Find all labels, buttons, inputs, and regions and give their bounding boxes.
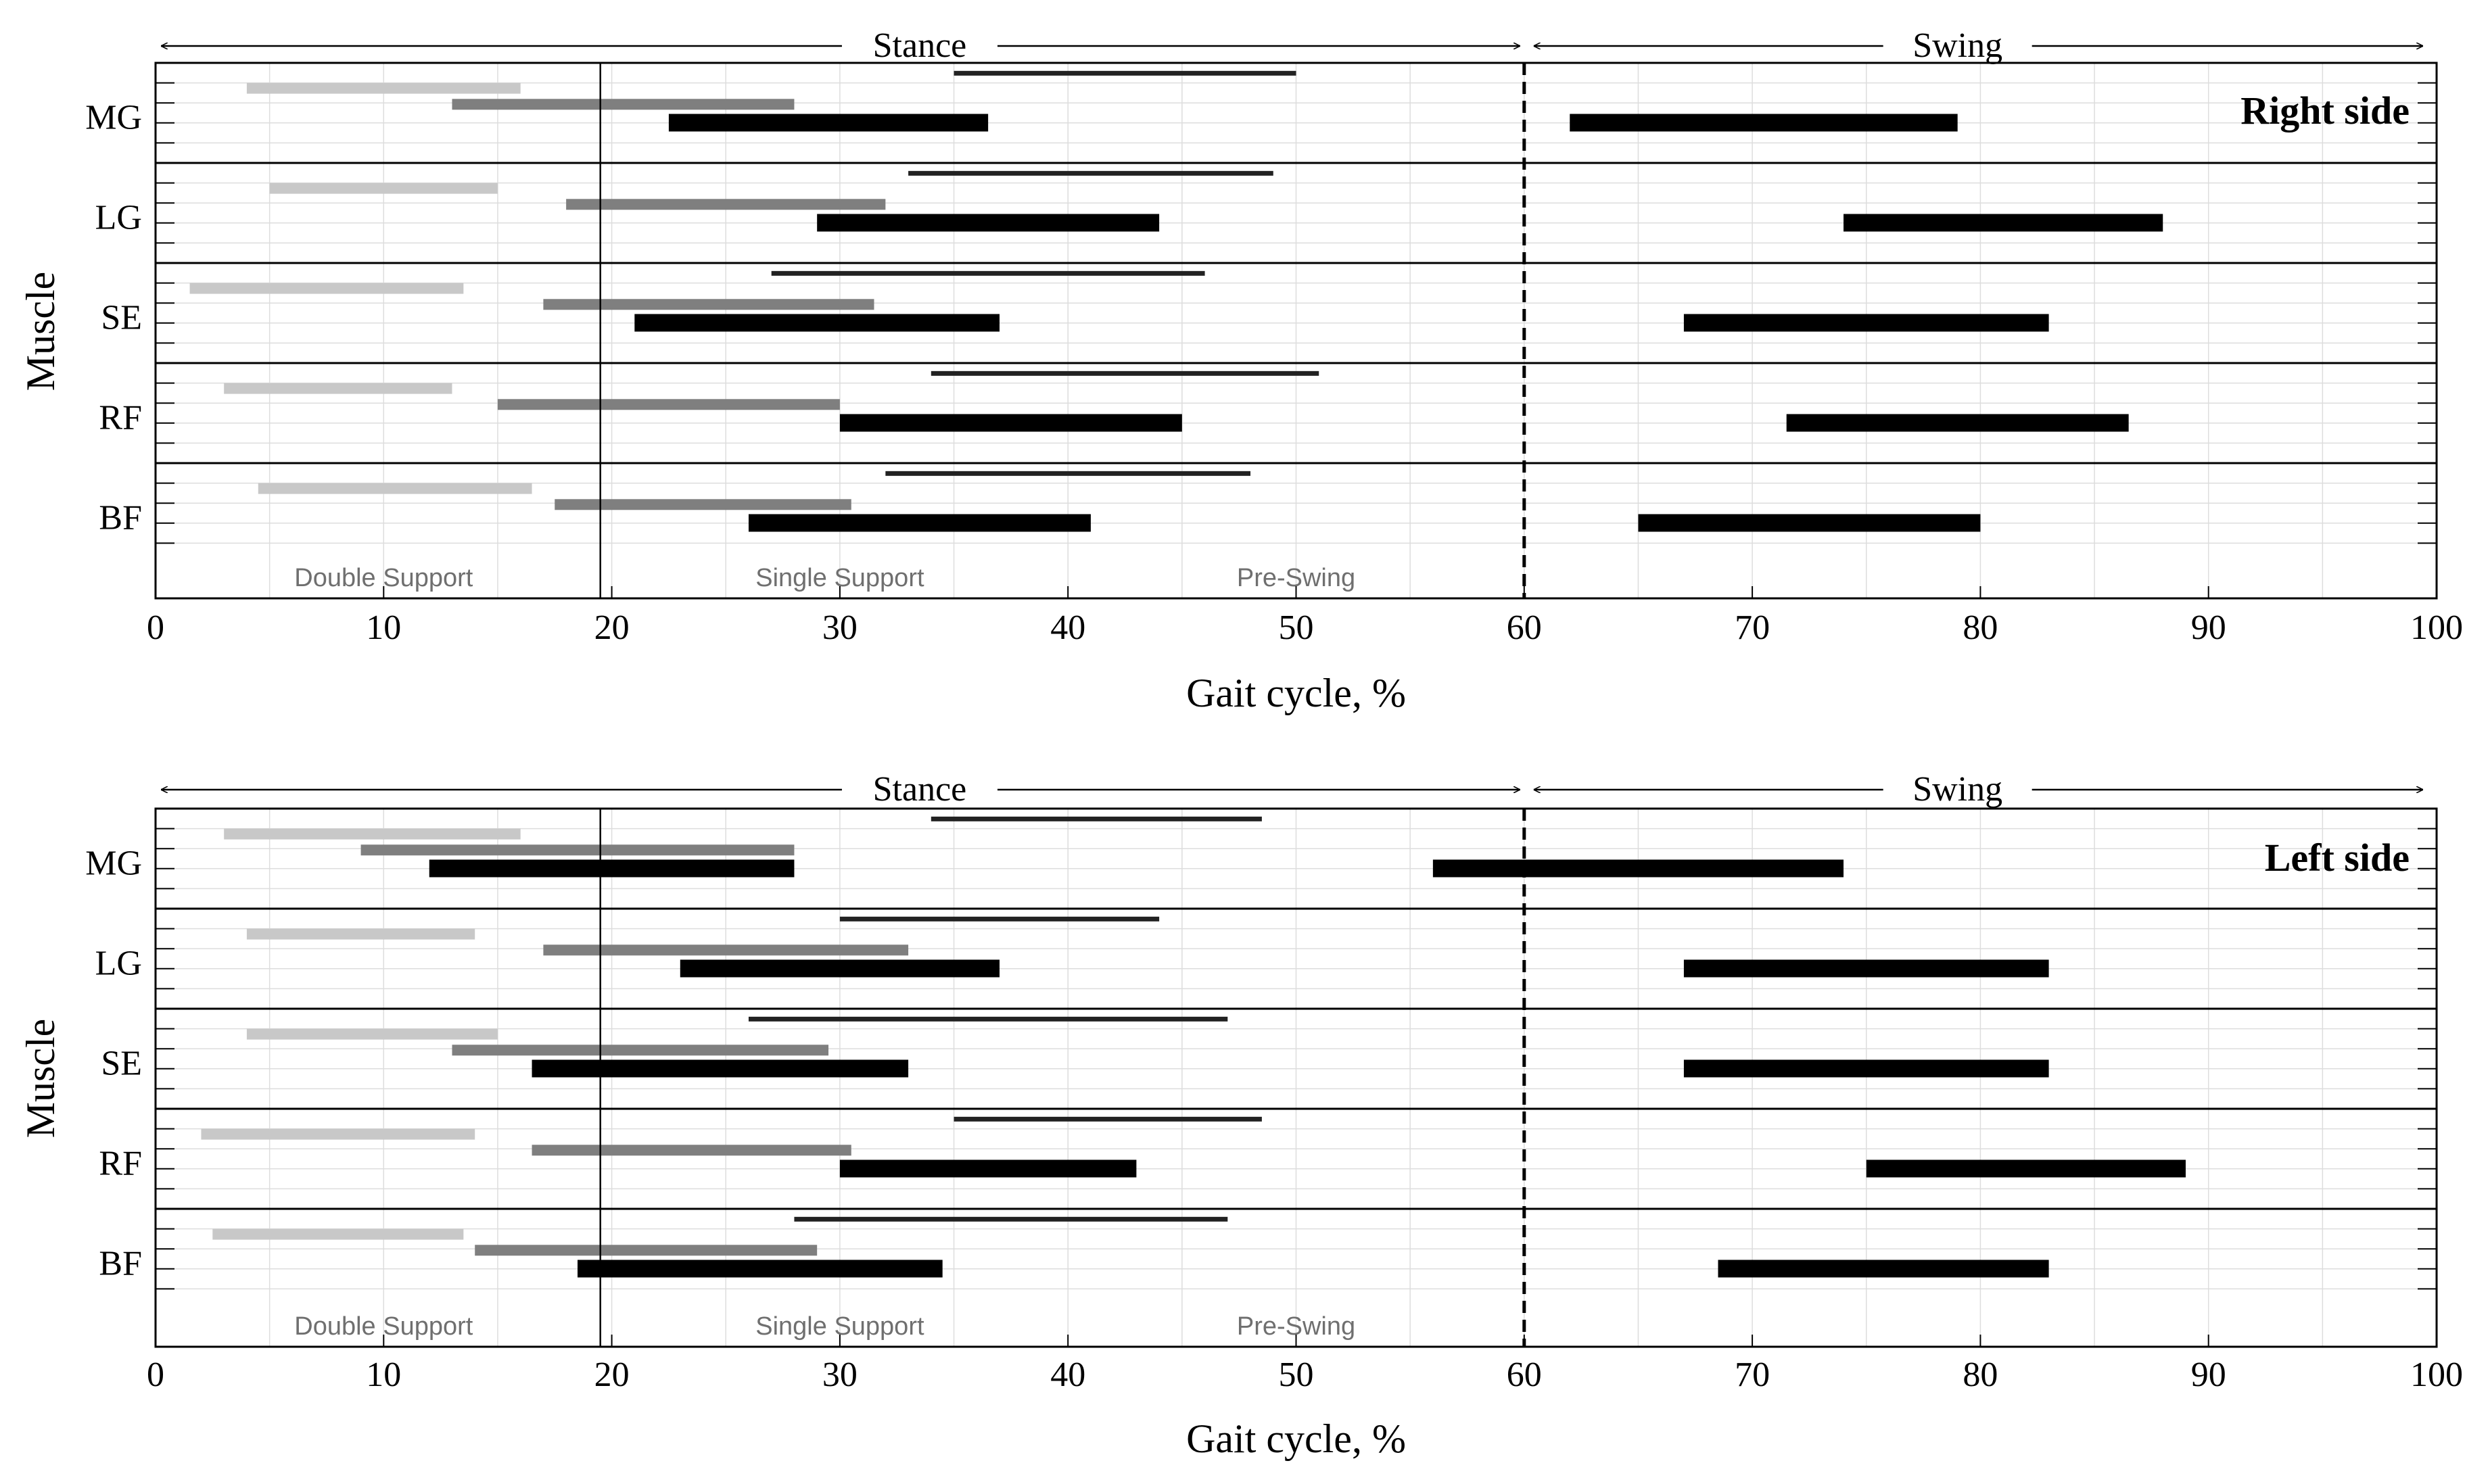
activation-bar-thick-bf xyxy=(578,1260,943,1278)
activation-bar-light-se xyxy=(246,1028,498,1040)
x-tick-label: 90 xyxy=(2191,1356,2226,1394)
activation-bar-mid-lg xyxy=(543,944,909,956)
activation-bar-light-bf xyxy=(212,1228,464,1240)
x-tick-label: 60 xyxy=(1507,608,1542,647)
x-tick-label: 0 xyxy=(147,1356,164,1394)
activation-bar-thin-lg xyxy=(839,916,1160,921)
activation-bar-mid-mg xyxy=(360,844,795,856)
y-axis-label: Muscle xyxy=(18,1019,63,1139)
activation-bar-light-lg xyxy=(246,928,475,940)
activation-bar-thick-bf xyxy=(1718,1260,2049,1278)
activation-bar-thin-bf xyxy=(885,471,1251,476)
x-tick-label: 60 xyxy=(1507,1356,1542,1394)
activation-bar-thin-rf xyxy=(954,1116,1262,1122)
activation-bar-thick-se xyxy=(1683,1059,2049,1078)
activation-bar-thin-mg xyxy=(954,70,1296,76)
x-tick-label: 90 xyxy=(2191,608,2226,647)
activation-bar-thick-mg xyxy=(1432,859,1844,878)
x-tick-label: 70 xyxy=(1735,1356,1770,1394)
x-tick-label: 30 xyxy=(822,1356,858,1394)
activation-bar-thick-bf xyxy=(748,514,1091,532)
activation-bar-thin-lg xyxy=(908,170,1273,176)
x-tick-label: 50 xyxy=(1279,608,1314,647)
activation-bar-thick-se xyxy=(532,1059,909,1078)
activation-bar-thick-rf xyxy=(1866,1159,2186,1178)
side-label: Right side xyxy=(2240,89,2410,133)
muscle-label-rf: RF xyxy=(99,1144,142,1182)
x-axis-label: Gait cycle, % xyxy=(1186,1416,1406,1461)
activation-bar-thick-lg xyxy=(817,214,1160,232)
left-side-panel: Double Support Single Support Pre-SwingMGL… xyxy=(18,770,2463,1461)
activation-bar-thick-mg xyxy=(1570,114,1958,132)
activation-bar-thick-bf xyxy=(1638,514,1981,532)
x-tick-label: 40 xyxy=(1050,608,1085,647)
right-side-panel: Double Support Single Support Pre-SwingMGL… xyxy=(18,26,2463,715)
activation-bar-thin-se xyxy=(748,1016,1228,1022)
activation-bar-thick-rf xyxy=(839,1159,1137,1178)
activation-bar-thick-lg xyxy=(680,959,1000,978)
x-tick-label: 100 xyxy=(2410,608,2463,647)
activation-bar-mid-mg xyxy=(452,99,795,110)
x-tick-label: 70 xyxy=(1735,608,1770,647)
activation-bar-mid-rf xyxy=(497,399,840,410)
activation-bar-light-se xyxy=(189,283,464,294)
activation-bar-light-mg xyxy=(224,828,521,840)
x-tick-label: 80 xyxy=(1963,1356,1998,1394)
activation-bar-thin-mg xyxy=(931,816,1262,821)
muscle-label-se: SE xyxy=(101,1044,142,1082)
x-tick-label: 0 xyxy=(147,608,164,647)
muscle-label-lg: LG xyxy=(95,198,142,237)
x-tick-label: 10 xyxy=(366,608,401,647)
activation-bar-thick-mg xyxy=(668,114,989,132)
activation-bar-thin-rf xyxy=(931,370,1319,376)
activation-bar-light-bf xyxy=(258,483,532,494)
activation-bar-light-rf xyxy=(201,1128,475,1140)
activation-bar-thick-se xyxy=(1683,314,2049,332)
x-tick-label: 40 xyxy=(1050,1356,1085,1394)
muscle-label-bf: BF xyxy=(99,498,142,537)
y-axis-label: Muscle xyxy=(18,272,63,391)
side-label: Left side xyxy=(2265,836,2410,880)
muscle-label-lg: LG xyxy=(95,944,142,982)
x-tick-label: 20 xyxy=(594,608,630,647)
activation-bar-thick-rf xyxy=(1786,414,2129,432)
x-tick-label: 10 xyxy=(366,1356,401,1394)
x-tick-label: 30 xyxy=(822,608,858,647)
stance-label: Stance xyxy=(873,770,967,809)
activation-bar-mid-rf xyxy=(532,1145,851,1156)
activation-bar-light-rf xyxy=(224,383,452,394)
activation-bar-thick-lg xyxy=(1844,214,2163,232)
muscle-label-mg: MG xyxy=(85,844,142,882)
activation-bar-mid-se xyxy=(543,299,874,310)
activation-bar-thin-bf xyxy=(794,1216,1228,1222)
activation-bar-thick-lg xyxy=(1683,959,2049,978)
activation-bar-thin-se xyxy=(771,270,1205,276)
x-tick-label: 100 xyxy=(2410,1356,2463,1394)
activation-bar-thick-rf xyxy=(839,414,1182,432)
activation-bar-mid-se xyxy=(452,1045,829,1056)
activation-bar-mid-bf xyxy=(475,1245,818,1256)
muscle-label-rf: RF xyxy=(99,398,142,437)
activation-bar-light-lg xyxy=(269,183,498,194)
x-tick-label: 20 xyxy=(594,1356,630,1394)
activation-bar-thick-se xyxy=(634,314,1000,332)
x-tick-label: 50 xyxy=(1279,1356,1314,1394)
swing-label: Swing xyxy=(1912,770,2002,809)
muscle-label-mg: MG xyxy=(85,98,142,137)
swing-label: Swing xyxy=(1912,26,2002,65)
stance-label: Stance xyxy=(873,26,967,65)
muscle-label-bf: BF xyxy=(99,1244,142,1283)
x-axis-label: Gait cycle, % xyxy=(1186,671,1406,715)
activation-bar-thick-mg xyxy=(429,859,795,878)
x-tick-label: 80 xyxy=(1963,608,1998,647)
activation-bar-light-mg xyxy=(246,82,521,94)
muscle-label-se: SE xyxy=(101,298,142,337)
activation-bar-mid-lg xyxy=(566,199,886,210)
activation-bar-mid-bf xyxy=(555,499,851,510)
